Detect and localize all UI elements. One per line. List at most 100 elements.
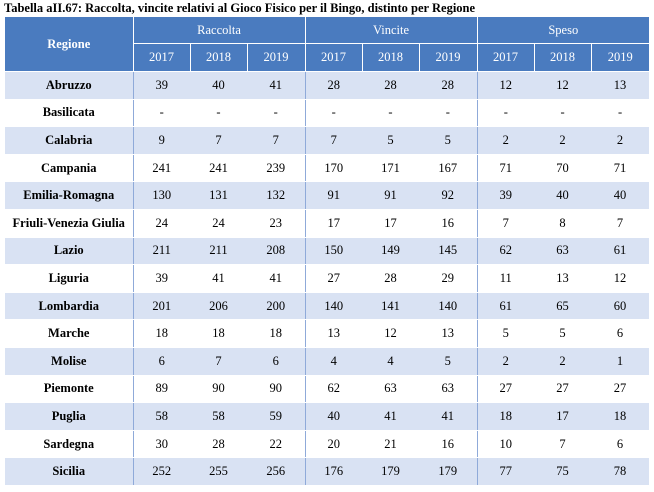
value-cell: 41	[362, 402, 420, 431]
table-body: Abruzzo 39 40 41 28 28 28 12 12 13 Basilicata - - - - -…	[5, 71, 650, 486]
value-cell: 90	[247, 375, 306, 404]
value-cell: 28	[419, 71, 478, 100]
value-cell: 9	[133, 126, 190, 155]
value-cell: -	[133, 99, 190, 128]
group-header-raccolta: Raccolta	[133, 17, 306, 44]
value-cell: 41	[247, 71, 306, 100]
value-cell: 241	[133, 154, 190, 183]
table-row: Sicilia 252 255 256 176 179 179 77 75 78	[5, 457, 650, 486]
value-cell: 131	[190, 181, 247, 210]
value-cell: 18	[591, 402, 650, 431]
value-cell: 7	[534, 430, 592, 459]
value-cell: 6	[133, 347, 190, 376]
value-cell: 18	[190, 319, 247, 348]
value-cell: 12	[591, 264, 650, 293]
value-cell: 63	[362, 375, 420, 404]
region-cell: Friuli-Venezia Giulia	[5, 209, 134, 238]
year-header: 2017	[305, 43, 363, 72]
value-cell: 211	[133, 237, 190, 266]
value-cell: 24	[190, 209, 247, 238]
value-cell: 7	[247, 126, 306, 155]
value-cell: 39	[477, 181, 535, 210]
value-cell: 2	[534, 347, 592, 376]
value-cell: -	[534, 99, 592, 128]
table-row: Liguria 39 41 41 27 28 29 11 13 12	[5, 264, 650, 293]
value-cell: 1	[591, 347, 650, 376]
table-row: Lombardia 201 206 200 140 141 140 61 65 60	[5, 292, 650, 321]
value-cell: -	[190, 99, 247, 128]
value-cell: 58	[190, 402, 247, 431]
value-cell: 17	[362, 209, 420, 238]
value-cell: 24	[133, 209, 190, 238]
bingo-region-table: Regione Raccolta Vincite Speso 2017 2018…	[5, 17, 650, 486]
value-cell: 7	[591, 209, 650, 238]
value-cell: 170	[305, 154, 363, 183]
value-cell: 28	[362, 71, 420, 100]
value-cell: 78	[591, 457, 650, 486]
value-cell: 12	[362, 319, 420, 348]
value-cell: -	[591, 99, 650, 128]
year-header: 2018	[190, 43, 248, 72]
table-row: Abruzzo 39 40 41 28 28 28 12 12 13	[5, 71, 650, 100]
value-cell: 132	[247, 181, 306, 210]
value-cell: 140	[305, 292, 363, 321]
table-row: Lazio 211 211 208 150 149 145 62 63 61	[5, 237, 650, 266]
value-cell: 21	[362, 430, 420, 459]
value-cell: 40	[534, 181, 592, 210]
value-cell: 141	[362, 292, 420, 321]
value-cell: 13	[305, 319, 363, 348]
year-header: 2019	[591, 43, 650, 72]
value-cell: 8	[534, 209, 592, 238]
value-cell: 28	[190, 430, 247, 459]
value-cell: 40	[305, 402, 363, 431]
value-cell: 30	[133, 430, 190, 459]
value-cell: 11	[477, 264, 535, 293]
value-cell: 7	[477, 209, 535, 238]
value-cell: 16	[419, 209, 478, 238]
value-cell: 59	[247, 402, 306, 431]
value-cell: 77	[477, 457, 535, 486]
table-row: Sardegna 30 28 22 20 21 16 10 7 6	[5, 430, 650, 459]
value-cell: -	[247, 99, 306, 128]
region-cell: Marche	[5, 319, 134, 348]
value-cell: 28	[305, 71, 363, 100]
value-cell: 91	[362, 181, 420, 210]
table-row: Campania 241 241 239 170 171 167 71 70 71	[5, 154, 650, 183]
value-cell: 167	[419, 154, 478, 183]
group-header-vincite: Vincite	[305, 17, 478, 44]
region-cell: Emilia-Romagna	[5, 181, 134, 210]
value-cell: 27	[305, 264, 363, 293]
region-cell: Sardegna	[5, 430, 134, 459]
region-cell: Abruzzo	[5, 71, 134, 100]
region-cell: Piemonte	[5, 375, 134, 404]
table-row: Basilicata - - - - - - - - -	[5, 99, 650, 128]
value-cell: 71	[477, 154, 535, 183]
value-cell: 17	[305, 209, 363, 238]
table-row: Emilia-Romagna 130 131 132 91 91 92 39 40 40	[5, 181, 650, 210]
value-cell: -	[362, 99, 420, 128]
table-row: Marche 18 18 18 13 12 13 5 5 6	[5, 319, 650, 348]
region-cell: Basilicata	[5, 99, 134, 128]
region-cell: Calabria	[5, 126, 134, 155]
value-cell: 5	[362, 126, 420, 155]
value-cell: 200	[247, 292, 306, 321]
year-header: 2019	[247, 43, 306, 72]
value-cell: 20	[305, 430, 363, 459]
value-cell: 71	[591, 154, 650, 183]
value-cell: 92	[419, 181, 478, 210]
value-cell: 145	[419, 237, 478, 266]
value-cell: 41	[419, 402, 478, 431]
table-row: Molise 6 7 6 4 4 5 2 2 1	[5, 347, 650, 376]
value-cell: 89	[133, 375, 190, 404]
value-cell: 61	[477, 292, 535, 321]
value-cell: 23	[247, 209, 306, 238]
value-cell: 60	[591, 292, 650, 321]
year-header: 2018	[362, 43, 420, 72]
value-cell: 22	[247, 430, 306, 459]
value-cell: 13	[591, 71, 650, 100]
value-cell: 18	[133, 319, 190, 348]
region-cell: Lazio	[5, 237, 134, 266]
value-cell: 10	[477, 430, 535, 459]
value-cell: 65	[534, 292, 592, 321]
value-cell: 63	[419, 375, 478, 404]
